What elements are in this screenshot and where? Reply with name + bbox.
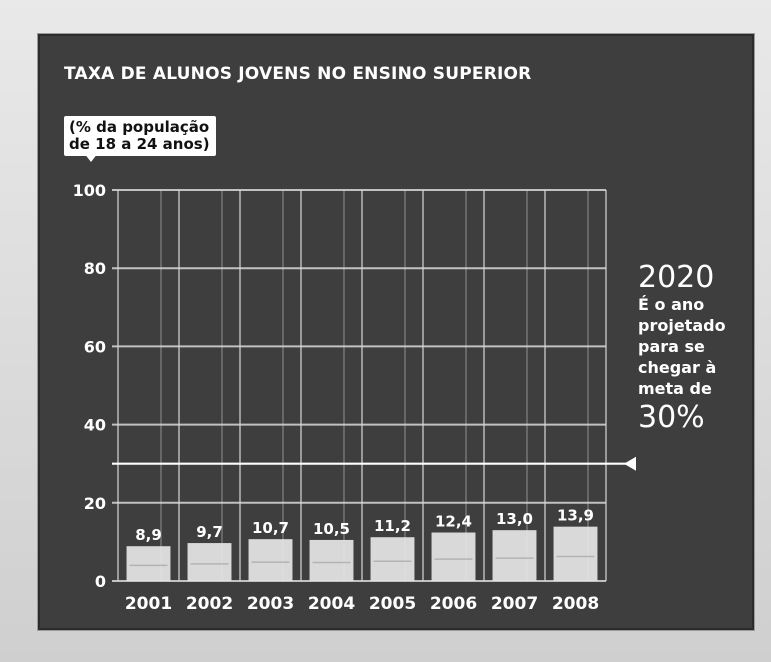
y-tick-label: 100	[73, 181, 106, 200]
bar-chart: 0 20 40 60 80 100 8,9 2001 9,7 2002 10,7 2003 10,5 20…	[73, 181, 636, 614]
y-tick-label: 40	[84, 416, 106, 435]
target-callout: 2020 É o ano projetado para se chegar à …	[638, 262, 738, 435]
bar	[309, 539, 354, 581]
x-tick-label: 2008	[552, 594, 599, 614]
target-value-label: 30%	[638, 400, 705, 435]
chart-title: TAXA DE ALUNOS JOVENS NO ENSINO SUPERIOR	[64, 64, 532, 84]
y-axis-unit-label: (% da população de 18 a 24 anos)	[64, 116, 216, 156]
chalkboard: TAXA DE ALUNOS JOVENS NO ENSINO SUPERIOR…	[38, 34, 754, 630]
target-text: É o ano projetado para se chegar à meta …	[638, 295, 726, 398]
bar-value-label: 10,5	[313, 520, 350, 538]
bar-value-label: 13,9	[557, 507, 594, 525]
bar	[126, 546, 171, 581]
x-tick-label: 2002	[186, 594, 233, 614]
y-tick-label: 60	[84, 337, 106, 356]
y-tick-label: 0	[95, 572, 106, 591]
bar	[553, 526, 598, 581]
target-year: 2020	[638, 260, 715, 295]
y-axis-unit-line-1: (% da população	[69, 118, 210, 136]
bar	[431, 532, 476, 581]
bar	[187, 543, 232, 581]
y-tick-label: 20	[84, 494, 106, 513]
bar	[492, 530, 537, 581]
y-axis-unit-line-2: de 18 a 24 anos)	[69, 135, 210, 153]
x-tick-label: 2001	[125, 594, 172, 614]
y-tick-label: 80	[84, 259, 106, 278]
bar-value-label: 9,7	[196, 523, 223, 541]
target-arrow	[624, 456, 636, 471]
bar	[370, 537, 415, 581]
x-tick-label: 2007	[491, 594, 538, 614]
x-tick-label: 2005	[369, 594, 416, 614]
x-tick-label: 2006	[430, 594, 477, 614]
bar-value-label: 13,0	[496, 510, 533, 528]
bar	[248, 539, 293, 581]
bar-value-label: 8,9	[135, 526, 162, 544]
x-tick-label: 2004	[308, 594, 355, 614]
bar-value-label: 10,7	[252, 519, 289, 537]
x-tick-label: 2003	[247, 594, 294, 614]
bar-value-label: 11,2	[374, 517, 411, 535]
y-axis-unit-pointer	[84, 153, 98, 162]
bar-value-label: 12,4	[435, 513, 472, 531]
